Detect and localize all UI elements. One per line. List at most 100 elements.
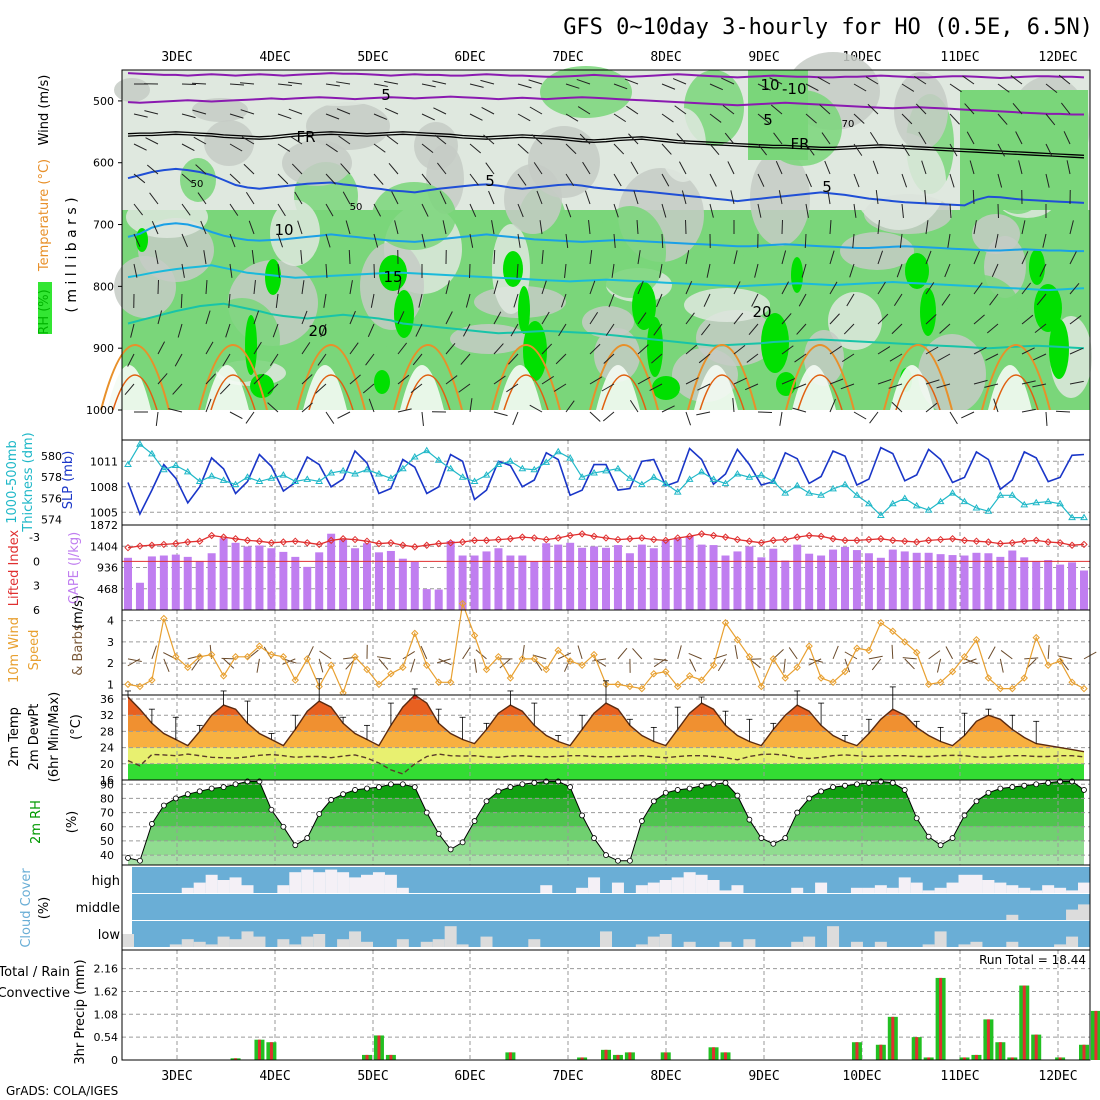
cloud-bar-high	[683, 872, 696, 893]
wind-speed-point	[638, 684, 646, 693]
precip-convective-bar	[998, 1042, 1002, 1060]
wind-barb-10m	[832, 645, 839, 660]
wind-barb-10m	[1058, 655, 1073, 660]
wind-speed-point	[996, 684, 1005, 693]
wind-barb	[558, 323, 567, 337]
wind-barb	[706, 263, 711, 278]
wind-barb	[588, 220, 591, 235]
cape-bar	[590, 546, 599, 610]
cloud-bar-high	[1078, 882, 1090, 893]
wind-barb	[338, 135, 351, 145]
cape-bar	[673, 538, 682, 610]
thickness-point	[231, 480, 240, 488]
rh-point	[949, 835, 956, 841]
contour-label: FR	[296, 128, 315, 146]
wind-barb-surface	[829, 398, 836, 413]
wind-barb	[157, 310, 163, 325]
wind-barb	[181, 173, 193, 184]
wind-barb-10m	[632, 648, 643, 660]
wind-speed-point	[124, 680, 132, 689]
wind-speed-point	[685, 672, 694, 680]
thickness-point	[207, 472, 216, 479]
wind-speed-point	[578, 661, 586, 669]
wind-barb	[345, 220, 351, 235]
wind-speed-point	[219, 672, 228, 680]
wind-barb	[637, 344, 649, 355]
cloud-bar-high	[229, 877, 242, 893]
wind-barb-10m	[577, 645, 583, 660]
cloud-bar-low	[743, 939, 756, 947]
cloud-bar-low	[683, 941, 696, 947]
lifted-index-point	[160, 540, 168, 549]
wind-barb	[483, 134, 495, 145]
wind-barb	[1069, 220, 1074, 235]
cape-bar	[841, 546, 849, 610]
precip-convective-bar	[1058, 1057, 1062, 1060]
wind-barb	[229, 113, 244, 119]
cape-bar	[195, 560, 204, 610]
cloud-bar-low	[432, 939, 445, 947]
cape-bar	[231, 542, 240, 610]
temp-contour-low	[491, 344, 561, 411]
wind-barb	[130, 323, 135, 338]
rh-region	[594, 328, 640, 382]
wind-barb	[397, 342, 408, 355]
wind-barb	[541, 280, 547, 295]
bottom-date-label-6dec: 6DEC	[454, 1069, 485, 1084]
wind-barb	[865, 76, 879, 85]
thickness-point	[482, 471, 491, 478]
wind-barb	[469, 173, 479, 186]
rh-point	[423, 809, 430, 816]
cloud-bar-low	[922, 944, 935, 947]
lifted-index-point	[912, 538, 921, 546]
cloud-cover-panel: high middle low Cloud Cover (%)	[19, 864, 1091, 951]
li-tick-label: 6	[33, 604, 40, 617]
wind-barb	[700, 323, 711, 336]
rh-point	[1081, 787, 1087, 793]
wind-barb	[193, 136, 207, 145]
rh-point	[519, 781, 526, 788]
wind-barb	[973, 314, 985, 325]
wind-barb	[674, 105, 687, 115]
temp-band	[128, 747, 1084, 764]
lifted-index-point	[446, 539, 455, 547]
cloud-bar-high	[241, 885, 254, 893]
lifted-index-point	[865, 535, 873, 544]
wind-barb	[133, 263, 138, 278]
wind-barb-surface	[529, 404, 543, 413]
y-tick-label: 500	[93, 95, 114, 108]
wind-barb	[972, 189, 975, 205]
lifted-index-point	[231, 535, 240, 543]
wind-barb-surface	[792, 407, 807, 413]
wind-tick-label: 1	[107, 678, 114, 691]
thickness-point	[518, 464, 527, 472]
wind-barb-10m	[844, 651, 858, 660]
thickness-point	[446, 464, 455, 472]
wind-speed-point	[877, 619, 885, 627]
wind-barb	[219, 383, 231, 395]
rh-point	[125, 855, 131, 861]
wind-tick-label: 2	[107, 657, 114, 670]
temp-tick-label: 16	[100, 774, 114, 787]
precip-panel: 0 0.54 1.08 1.62 2.16 3hr Precip (mm)Total / …	[0, 949, 1100, 1067]
thickness-point	[530, 465, 539, 473]
lifted-index-point	[697, 530, 706, 538]
wind-barb	[757, 83, 771, 91]
cloud-bar-high	[611, 882, 624, 893]
cape-bar	[721, 555, 730, 610]
lifted-index-point	[279, 538, 288, 546]
wind-barb	[676, 133, 687, 145]
wind-barb	[445, 311, 453, 325]
cape-bar	[374, 552, 383, 610]
bottom-date-label-8dec: 8DEC	[650, 1069, 681, 1084]
wind-10m-panel: 1 2 3 4 10m Wind Speed & Barbs(m/s)	[7, 595, 1097, 697]
rh-point	[985, 789, 992, 796]
lifted-index-point	[650, 535, 658, 544]
cape-bar	[267, 548, 276, 610]
rh-point	[770, 840, 777, 847]
cape-bar	[183, 556, 192, 610]
rh-saturated-spot	[761, 313, 789, 373]
wind-barb	[149, 192, 159, 205]
rh-saturated-spot	[245, 315, 257, 375]
lifted-index-point	[936, 535, 945, 544]
